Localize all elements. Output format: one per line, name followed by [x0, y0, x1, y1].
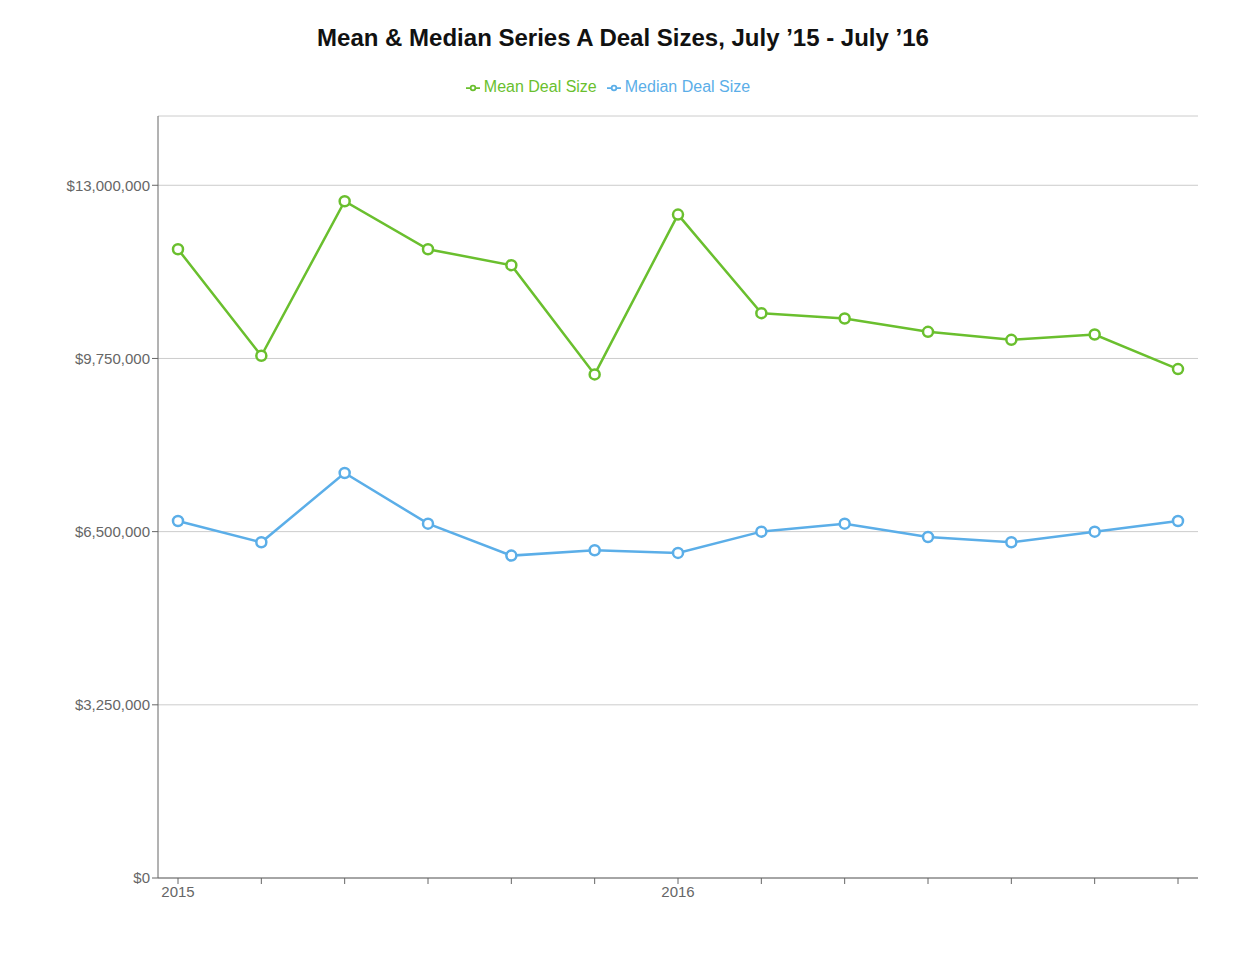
svg-text:2016: 2016: [661, 883, 694, 900]
svg-text:$9,750,000: $9,750,000: [75, 350, 150, 367]
svg-text:$0: $0: [133, 869, 150, 886]
svg-text:$3,250,000: $3,250,000: [75, 696, 150, 713]
svg-text:2015: 2015: [161, 883, 194, 900]
svg-text:$6,500,000: $6,500,000: [75, 523, 150, 540]
html-text:Mean & Median Series A Deal Si: Mean & Median Series A Deal Sizes, July …: [317, 24, 929, 51]
html-text:Mean Deal Size: Mean Deal Size: [483, 78, 597, 95]
html-text:Median Deal Size: Median Deal Size: [624, 78, 751, 95]
svg-text:$13,000,000: $13,000,000: [67, 177, 150, 194]
